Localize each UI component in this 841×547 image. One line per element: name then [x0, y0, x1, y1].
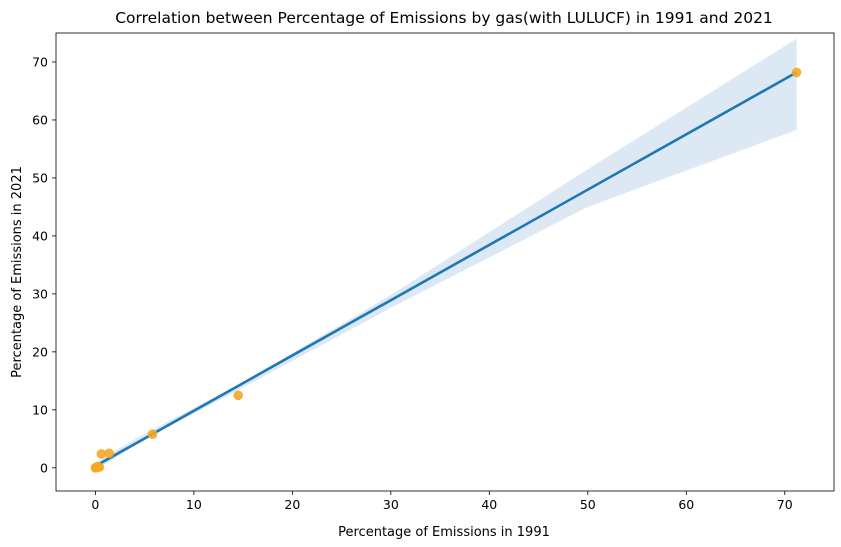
data-point [791, 67, 802, 78]
chart-title: Correlation between Percentage of Emissi… [115, 9, 773, 27]
y-tick-label: 60 [32, 112, 48, 127]
plot-frame [55, 32, 835, 492]
x-axis-label: Percentage of Emissions in 1991 [338, 525, 550, 540]
y-axis-ticks: 0 10 20 30 40 50 60 70 [32, 54, 56, 475]
regression-line [94, 71, 798, 468]
x-tick-label: 20 [284, 497, 300, 512]
x-tick-label: 50 [580, 497, 596, 512]
data-point [96, 449, 107, 459]
confidence-band [95, 38, 797, 471]
x-tick-label: 0 [91, 497, 99, 512]
plot-area [90, 38, 802, 473]
x-tick-label: 30 [383, 497, 399, 512]
y-tick-label: 40 [32, 228, 48, 243]
y-tick-label: 0 [40, 460, 48, 475]
y-tick-label: 10 [32, 402, 48, 417]
data-point [94, 462, 105, 473]
x-tick-label: 10 [186, 497, 202, 512]
y-tick-label: 70 [32, 54, 48, 69]
y-tick-label: 30 [32, 286, 48, 301]
x-tick-label: 60 [678, 497, 694, 512]
x-tick-label: 40 [481, 497, 497, 512]
data-point [104, 448, 114, 459]
data-points [90, 67, 802, 473]
y-tick-label: 50 [32, 170, 48, 185]
data-point [233, 390, 243, 401]
x-axis-ticks: 0 10 20 30 40 50 60 70 [91, 491, 793, 512]
y-tick-label: 20 [32, 344, 48, 359]
x-tick-label: 70 [777, 497, 793, 512]
data-point [147, 429, 158, 439]
y-axis-label: Percentage of Emissions in 2021 [10, 166, 25, 378]
